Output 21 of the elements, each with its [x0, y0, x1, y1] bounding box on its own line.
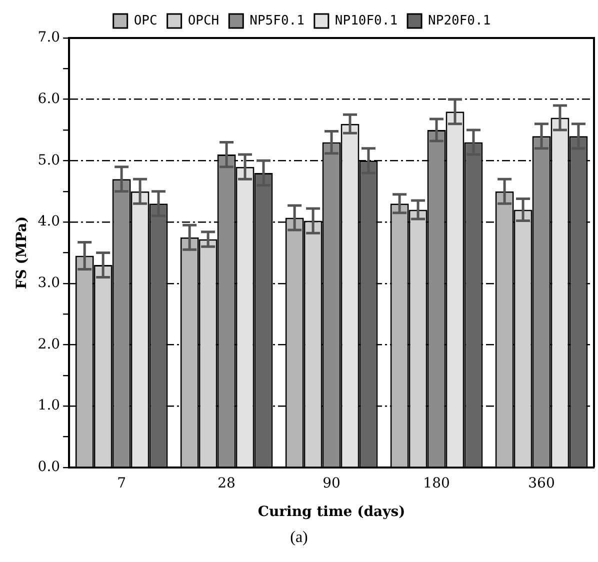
legend-label: NP20F0.1	[428, 13, 491, 28]
legend-label: OPCH	[188, 13, 220, 28]
x-axis-title: Curing time (days)	[258, 504, 406, 520]
y-tick-label: 4.0	[38, 214, 60, 230]
y-tick-label: 0.0	[38, 459, 60, 476]
y-tick-label: 2.0	[38, 336, 60, 352]
y-tick-label: 7.0	[38, 30, 60, 46]
x-tick-label: 90	[322, 475, 340, 492]
y-axis-title: FS (MPa)	[14, 216, 30, 290]
text: (a)	[289, 529, 309, 547]
x-tick-label: 180	[423, 475, 450, 492]
y-tick-label: 3.0	[38, 275, 60, 292]
x-tick-label: 7	[117, 475, 126, 492]
legend-label: OPC	[134, 13, 158, 28]
x-tick-label: 28	[218, 475, 236, 492]
y-tick-label: 6.0	[38, 90, 60, 107]
legend-label: NP10F0.1	[334, 13, 398, 28]
y-tick-label: 1.0	[38, 398, 60, 414]
y-tick-label: 5.0	[38, 152, 60, 168]
x-tick-label: 360	[528, 475, 555, 492]
legend-label: NP5F0.1	[250, 13, 304, 28]
